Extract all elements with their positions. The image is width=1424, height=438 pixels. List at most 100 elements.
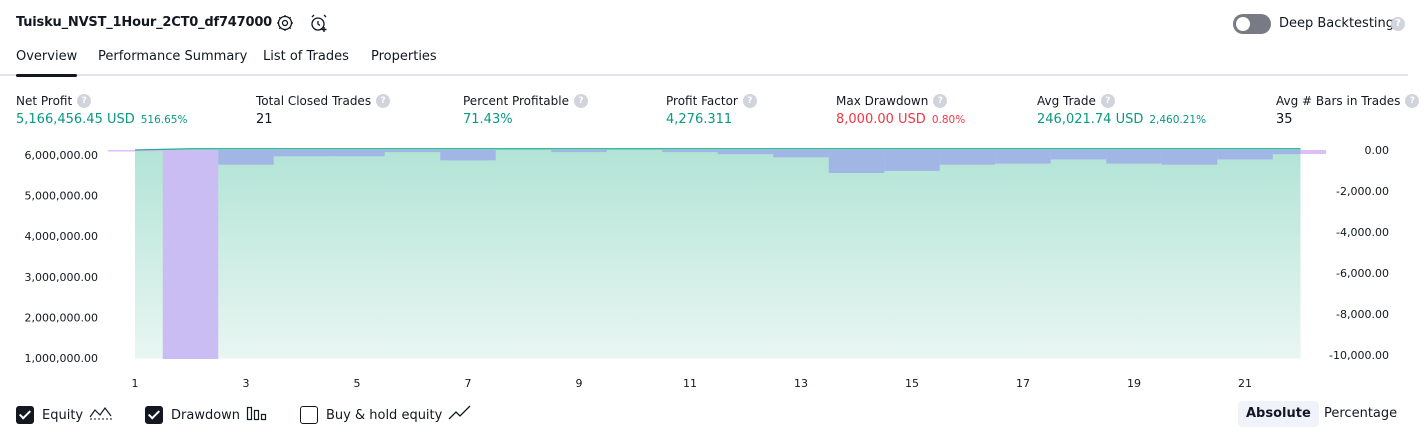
metric-percent: 2,460.21% bbox=[1149, 114, 1207, 126]
metric-percent-profitable: Percent Profitable? 71.43% bbox=[463, 93, 588, 127]
metric-value: 21 bbox=[256, 112, 273, 127]
drawdown-bar bbox=[1106, 150, 1162, 164]
right-axis-tick: -2,000.00 bbox=[1336, 185, 1389, 198]
drawdown-bar bbox=[329, 150, 385, 157]
buy-hold-line-icon bbox=[448, 404, 472, 426]
legend-buy-hold[interactable]: Buy & hold equity bbox=[300, 404, 472, 426]
metric-total-closed-trades: Total Closed Trades? 21 bbox=[256, 93, 391, 127]
percentage-button[interactable]: Percentage bbox=[1324, 406, 1398, 421]
metric-label: Net Profit bbox=[16, 94, 73, 108]
metric-label: Max Drawdown bbox=[836, 94, 929, 108]
strategy-title: Tuisku_NVST_1Hour_2CT0_df747000 bbox=[16, 15, 273, 30]
tab-properties[interactable]: Properties bbox=[371, 49, 437, 64]
metric-label: Percent Profitable bbox=[463, 94, 569, 108]
metric-value: 8,000.00 USD bbox=[836, 112, 926, 127]
metric-value: 4,276.311 bbox=[666, 112, 733, 127]
info-icon[interactable]: ? bbox=[742, 94, 757, 108]
drawdown-legend-label: Drawdown bbox=[171, 407, 241, 423]
left-axis-tick: 5,000,000.00 bbox=[25, 190, 98, 203]
x-axis-tick: 9 bbox=[576, 377, 583, 390]
drawdown-bar bbox=[995, 150, 1051, 164]
metric-value: 5,166,456.45 USD bbox=[16, 112, 135, 127]
drawdown-bar bbox=[662, 150, 718, 153]
deep-backtesting-toggle[interactable] bbox=[1233, 14, 1271, 34]
metric-net-profit: Net Profit? 5,166,456.45 USD 516.65% bbox=[16, 93, 187, 127]
right-axis-tick: 0.00 bbox=[1365, 144, 1390, 157]
right-axis-tick: -10,000.00 bbox=[1329, 349, 1389, 362]
x-axis-tick: 7 bbox=[465, 377, 472, 390]
drawdown-baseline-right bbox=[1300, 150, 1326, 154]
right-axis-tick: -8,000.00 bbox=[1336, 308, 1389, 321]
metric-value: 246,021.74 USD bbox=[1037, 112, 1144, 127]
absolute-button[interactable]: Absolute bbox=[1238, 401, 1319, 427]
equity-line-icon bbox=[89, 404, 113, 426]
buy-hold-checkbox[interactable] bbox=[300, 406, 318, 424]
metric-max-drawdown: Max Drawdown? 8,000.00 USD 0.80% bbox=[836, 93, 965, 127]
drawdown-bar bbox=[884, 150, 940, 171]
metric-label: Avg # Bars in Trades bbox=[1276, 94, 1401, 108]
tab-performance-summary[interactable]: Performance Summary bbox=[98, 49, 248, 64]
x-axis-tick: 3 bbox=[243, 377, 250, 390]
metric-label: Avg Trade bbox=[1037, 94, 1096, 108]
right-axis-tick: -4,000.00 bbox=[1336, 226, 1389, 239]
settings-icon[interactable] bbox=[275, 13, 295, 33]
drawdown-bar bbox=[828, 150, 885, 173]
equity-legend-label: Equity bbox=[42, 407, 84, 423]
info-icon[interactable]: ? bbox=[1100, 94, 1115, 108]
left-axis-tick: 4,000,000.00 bbox=[25, 230, 98, 243]
buy-hold-legend-label: Buy & hold equity bbox=[326, 407, 443, 423]
metric-percent: 516.65% bbox=[140, 114, 188, 126]
metric-value: 35 bbox=[1276, 112, 1293, 127]
info-icon[interactable]: ? bbox=[573, 94, 588, 108]
metric-avg-bars-in-trades: Avg # Bars in Trades? 35 bbox=[1276, 93, 1420, 127]
equity-line bbox=[134, 148, 1301, 151]
metric-profit-factor: Profit Factor? 4,276.311 bbox=[666, 93, 757, 127]
x-axis-tick: 17 bbox=[1016, 377, 1030, 390]
info-icon[interactable]: ? bbox=[376, 94, 391, 108]
x-axis-tick: 21 bbox=[1238, 377, 1252, 390]
deep-backtesting-label: Deep Backtesting bbox=[1279, 16, 1395, 31]
help-icon[interactable]: ? bbox=[1391, 17, 1405, 31]
info-icon[interactable]: ? bbox=[1405, 94, 1420, 108]
toggle-knob bbox=[1236, 17, 1250, 31]
metric-label: Total Closed Trades bbox=[256, 94, 372, 108]
drawdown-bar bbox=[1217, 150, 1273, 160]
drawdown-bar bbox=[384, 150, 441, 153]
equity-drawdown-chart[interactable]: 6,000,000.00 5,000,000.00 4,000,000.00 3,00… bbox=[0, 140, 1424, 395]
drawdown-bar bbox=[1272, 150, 1301, 155]
add-alert-icon[interactable] bbox=[309, 13, 329, 33]
legend-drawdown[interactable]: Drawdown bbox=[145, 404, 268, 426]
drawdown-checkbox[interactable] bbox=[145, 406, 163, 424]
info-icon[interactable]: ? bbox=[77, 94, 92, 108]
x-axis-tick: 11 bbox=[683, 377, 697, 390]
metric-avg-trade: Avg Trade? 246,021.74 USD 2,460.21% bbox=[1037, 93, 1206, 127]
metric-value: 71.43% bbox=[463, 112, 513, 127]
legend-equity[interactable]: Equity bbox=[16, 404, 113, 426]
drawdown-bar bbox=[273, 150, 330, 157]
info-icon[interactable]: ? bbox=[933, 94, 948, 108]
tab-overview[interactable]: Overview bbox=[16, 49, 78, 77]
right-axis-tick: -6,000.00 bbox=[1336, 267, 1389, 280]
tab-list-of-trades[interactable]: List of Trades bbox=[263, 49, 349, 64]
equity-checkbox[interactable] bbox=[16, 406, 34, 424]
drawdown-bar bbox=[551, 150, 607, 153]
left-axis-tick: 6,000,000.00 bbox=[25, 149, 98, 162]
metric-percent: 0.80% bbox=[931, 114, 966, 126]
strategy-header: Tuisku_NVST_1Hour_2CT0_df747000 Deep Bac… bbox=[0, 0, 1424, 48]
drawdown-bar bbox=[717, 150, 774, 155]
left-axis-tick: 1,000,000.00 bbox=[25, 352, 98, 365]
drawdown-baseline-left bbox=[108, 150, 163, 152]
drawdown-bars-icon bbox=[246, 404, 268, 426]
drawdown-bar bbox=[218, 150, 274, 165]
x-axis-tick: 13 bbox=[794, 377, 808, 390]
drawdown-bar bbox=[440, 150, 496, 161]
drawdown-bar bbox=[1050, 150, 1107, 160]
x-axis-tick: 5 bbox=[354, 377, 361, 390]
drawdown-bar bbox=[773, 150, 829, 158]
metric-label: Profit Factor bbox=[666, 94, 738, 108]
x-axis-tick: 15 bbox=[905, 377, 919, 390]
left-axis-tick: 3,000,000.00 bbox=[25, 271, 98, 284]
x-axis-tick: 19 bbox=[1127, 377, 1141, 390]
left-axis-tick: 2,000,000.00 bbox=[25, 311, 98, 324]
drawdown-bar bbox=[1161, 150, 1218, 165]
